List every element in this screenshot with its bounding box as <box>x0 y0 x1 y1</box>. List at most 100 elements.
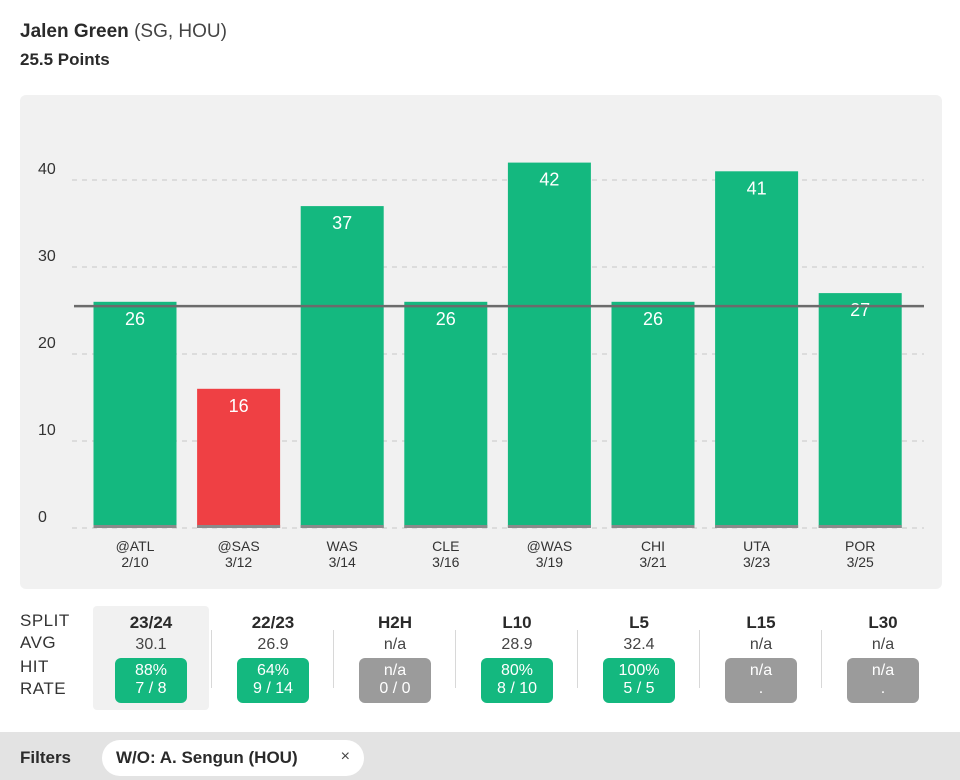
hit-rate-pct: 80% <box>500 662 534 679</box>
bar-value-label: 26 <box>125 309 145 329</box>
prop-line: 25.5 Points <box>20 50 110 69</box>
filter-chip[interactable]: W/O: A. Sengun (HOU) × <box>102 740 364 776</box>
split-avg: 32.4 <box>623 636 655 653</box>
x-tick-date: 2/10 <box>121 554 148 570</box>
split-name: L15 <box>746 613 776 632</box>
bar-base <box>404 525 488 528</box>
bar-value-label: 26 <box>643 309 663 329</box>
bar-value-label: 26 <box>436 309 456 329</box>
hit-rate-frac: 0 / 0 <box>379 680 411 697</box>
column-divider <box>577 630 578 688</box>
filters-label: Filters <box>20 748 72 767</box>
hit-rate-badge: n/a. <box>725 658 797 703</box>
x-tick-date: 3/23 <box>743 554 770 570</box>
x-tick-label: @ATL <box>116 538 155 554</box>
x-tick-date: 3/14 <box>329 554 356 570</box>
row-labels: SPLIT AVG HIT RATE <box>20 612 70 698</box>
chart-card: 0 10 20 30 40 26 @ATL 2/10 16 @SAS 3/12 37 WAS 3/14 26… <box>20 95 942 589</box>
hit-rate-pct: n/a <box>871 662 895 679</box>
row-label-split: SPLIT <box>20 611 70 630</box>
hit-rate-frac: 9 / 14 <box>252 680 294 697</box>
hit-rate-pct: n/a <box>383 662 407 679</box>
split-avg: 28.9 <box>501 636 533 653</box>
hit-rate-frac: . <box>758 680 764 697</box>
hit-rate-badge: 88% 7 / 8 <box>115 658 187 703</box>
hit-rate-badge: n/a. <box>847 658 919 703</box>
hit-rate-badge: 100% 5 / 5 <box>603 658 675 703</box>
bar-base <box>197 525 281 528</box>
y-tick-label: 20 <box>38 335 56 352</box>
split-name: 23/24 <box>129 613 173 632</box>
hit-rate-frac: 5 / 5 <box>623 680 655 697</box>
bar-base <box>715 525 799 528</box>
x-tick-label: WAS <box>327 538 358 554</box>
y-tick-label: 30 <box>38 248 56 265</box>
x-tick-date: 3/16 <box>432 554 459 570</box>
split-name: 22/23 <box>251 613 295 632</box>
bar <box>818 293 902 528</box>
bar <box>507 162 591 528</box>
column-divider <box>821 630 822 688</box>
split-avg: n/a <box>871 636 895 653</box>
bar-value-label: 42 <box>539 170 559 190</box>
x-tick-label: UTA <box>743 538 771 554</box>
player-name: Jalen Green <box>20 21 129 42</box>
split-avg: 30.1 <box>135 636 167 653</box>
row-label-avg: AVG <box>20 633 57 652</box>
split-column-2324[interactable]: 23/24 30.1 88% 7 / 8 <box>93 606 209 710</box>
split-avg: 26.9 <box>257 636 289 653</box>
y-tick-label: 40 <box>38 161 56 178</box>
x-tick-date: 3/25 <box>847 554 874 570</box>
split-column-2223[interactable]: 22/23 26.9 64% 9 / 14 <box>215 606 331 710</box>
x-tick-date: 3/19 <box>536 554 563 570</box>
hit-rate-pct: 88% <box>134 662 168 679</box>
hit-rate-frac: . <box>880 680 886 697</box>
hit-rate-frac: 8 / 10 <box>496 680 538 697</box>
hit-rate-pct: 100% <box>618 662 660 679</box>
column-divider <box>699 630 700 688</box>
y-tick-label: 0 <box>38 509 47 526</box>
hit-rate-badge: 64% 9 / 14 <box>237 658 309 703</box>
bar <box>197 388 281 528</box>
hit-rate-pct: n/a <box>749 662 773 679</box>
split-column-l5[interactable]: L5 32.4 100% 5 / 5 <box>581 606 697 710</box>
x-tick-label: CHI <box>641 538 665 554</box>
hit-rate-pct: 64% <box>256 662 290 679</box>
x-tick-label: @SAS <box>217 538 259 554</box>
y-tick-label: 10 <box>38 422 56 439</box>
header: Jalen Green (SG, HOU) 25.5 Points <box>20 20 227 70</box>
column-divider <box>333 630 334 688</box>
x-tick-label: @WAS <box>527 538 573 554</box>
filter-chip-label: W/O: A. Sengun (HOU) <box>116 748 298 767</box>
bar-base <box>507 525 591 528</box>
split-avg: n/a <box>749 636 773 653</box>
column-divider <box>211 630 212 688</box>
split-column-l15[interactable]: L15 n/a n/a. <box>703 606 819 710</box>
hit-rate-frac: 7 / 8 <box>135 680 167 697</box>
bar-value-label: 16 <box>229 396 249 416</box>
split-column-l30[interactable]: L30 n/a n/a. <box>825 606 941 710</box>
split-name: H2H <box>377 613 412 632</box>
hit-rate-badge: 80% 8 / 10 <box>481 658 553 703</box>
bar <box>300 206 384 528</box>
split-column-l10[interactable]: L10 28.9 80% 8 / 10 <box>459 606 575 710</box>
bar-base <box>818 525 902 528</box>
x-tick-label: CLE <box>432 538 459 554</box>
split-column-h2h[interactable]: H2H n/a n/a 0 / 0 <box>337 606 453 710</box>
close-icon[interactable]: × <box>340 748 350 765</box>
player-line: Jalen Green (SG, HOU) <box>20 20 227 44</box>
column-divider <box>455 630 456 688</box>
bar-value-label: 41 <box>747 178 767 198</box>
bar <box>715 171 799 529</box>
row-label-rate: RATE <box>20 679 67 698</box>
x-tick-date: 3/21 <box>639 554 666 570</box>
bar <box>404 301 488 528</box>
bar-value-label: 37 <box>332 213 352 233</box>
split-name: L30 <box>868 613 898 632</box>
filters-bar: Filters W/O: A. Sengun (HOU) × <box>0 732 960 780</box>
x-tick-date: 3/12 <box>225 554 252 570</box>
splits-table: SPLIT AVG HIT RATE 23/24 30.1 88% 7 / 8 22/2… <box>20 606 942 712</box>
bar-base <box>300 525 384 528</box>
bar <box>611 301 695 528</box>
